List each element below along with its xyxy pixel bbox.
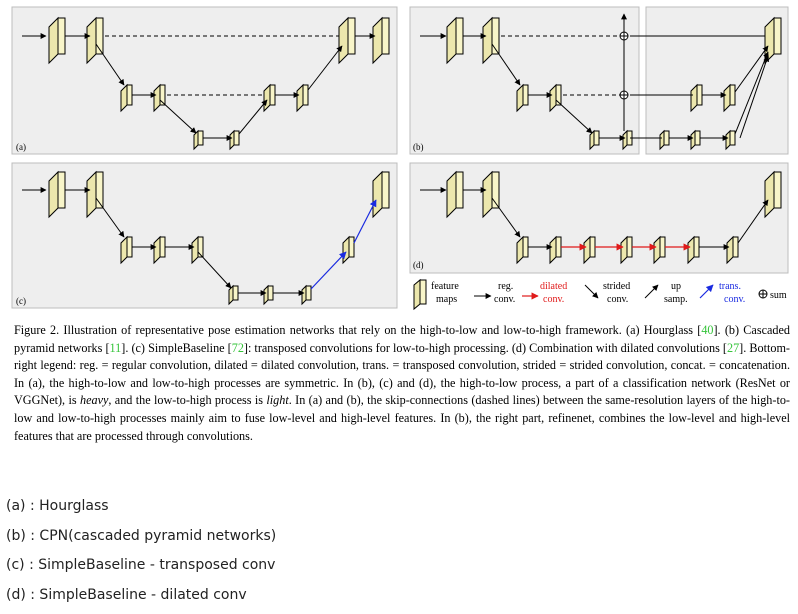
legend-dilated-label-1: dilated — [540, 281, 567, 292]
b-fm-2 — [482, 16, 500, 65]
d-up-9-10 — [737, 199, 769, 244]
c-fm-6 — [228, 284, 239, 306]
caption-text-2: ]. (b) Cascaded pyramid networks [ — [14, 323, 790, 355]
a-up-8-9 — [307, 45, 343, 91]
c-trans-9-10 — [353, 199, 377, 244]
legend-trans-conv-arrow — [699, 284, 714, 299]
b-fm-3 — [516, 83, 529, 113]
b-fm-4 — [549, 83, 562, 113]
legend-up-label-2: samp. — [664, 294, 688, 305]
citation-simplebaseline[interactable]: 72 — [231, 340, 244, 355]
a-fm-10 — [372, 16, 390, 65]
caption-text-3: ]. (c) SimpleBaseline [ — [121, 340, 232, 355]
c-fm-5 — [191, 235, 204, 265]
c-fm-1 — [48, 170, 66, 219]
b-up-extra — [739, 55, 770, 139]
d-strided-2-3 — [491, 197, 521, 238]
legend-reg-label-2: conv. — [494, 294, 515, 305]
c-strided-5-6 — [197, 251, 232, 289]
caption-text-5: ]. Bottom-right legend: reg. = regular c… — [14, 340, 790, 408]
b-fm-1 — [446, 16, 464, 65]
b-up-11-concat — [734, 45, 769, 93]
legend-strided-label-1: strided — [603, 281, 630, 292]
note-cpn: (b) : CPN(cascaded pyramid networks) — [6, 527, 277, 544]
panel-d-label: (d) — [413, 260, 424, 270]
a-strided-2-3 — [95, 43, 125, 86]
note-simplebaseline-transposed: (c) : SimpleBaseline - transposed conv — [6, 557, 276, 574]
legend: feature maps reg. conv. dilated conv. st… — [413, 278, 787, 311]
legend-reg-label-1: reg. — [498, 281, 513, 292]
legend-dilated-label-2: conv. — [543, 294, 564, 305]
feature-map-layer — [22, 13, 782, 306]
b-fm-10 — [690, 83, 703, 113]
citation-hourglass[interactable]: 40 — [701, 323, 714, 337]
panel-c-background — [11, 162, 398, 309]
notes-list: (a) : Hourglass (b) : CPN(cascaded pyram… — [6, 496, 276, 614]
a-fm-3 — [120, 83, 133, 113]
c-trans-8-9 — [310, 251, 347, 290]
panel-b-label: (b) — [413, 142, 424, 152]
citation-dilated[interactable]: 27 — [726, 340, 740, 355]
panel-b-left-background — [409, 6, 640, 155]
panel-a-background — [11, 6, 398, 155]
d-fm-4 — [549, 235, 562, 265]
c-fm-2 — [86, 170, 104, 219]
citation-cpn[interactable]: 11 — [109, 340, 122, 355]
caption-emphasis-heavy: heavy — [79, 393, 109, 408]
legend-strided-label-2: conv. — [607, 294, 628, 305]
note-hourglass: (a) : Hourglass — [6, 498, 109, 514]
panel-d-background — [409, 162, 789, 274]
legend-sum-icon — [758, 289, 768, 299]
panel-b-right-background — [645, 6, 789, 155]
panel-c-label: (c) — [16, 296, 26, 306]
d-fm-2 — [482, 170, 500, 219]
panel-a-label: (a) — [16, 142, 26, 152]
legend-trans-label-2: conv. — [724, 294, 745, 305]
b-strided-4-5 — [555, 99, 593, 134]
legend-strided-conv-arrow — [584, 284, 599, 299]
caption-text-1: Figure 2. Illustration of representative… — [14, 323, 702, 337]
caption-text-4: ]: transposed convolutions for low-to-hi… — [243, 340, 727, 355]
b-up-9-concat — [734, 51, 769, 135]
figure-caption: Figure 2. Illustration of representative… — [14, 322, 790, 445]
legend-feature-label-1: feature — [431, 281, 459, 292]
b-strided-2-3 — [491, 43, 521, 86]
legend-up-label-1: up — [671, 281, 681, 292]
a-fm-2 — [86, 16, 104, 65]
a-strided-4-5 — [159, 99, 197, 134]
b-fm-11 — [723, 83, 736, 113]
legend-sum-label: sum — [770, 290, 787, 301]
caption-emphasis-light: light — [266, 393, 289, 408]
a-fm-8 — [296, 83, 309, 113]
a-fm-4 — [153, 83, 166, 113]
d-fm-9 — [726, 235, 739, 265]
caption-text-6: , and the low-to-high process is — [108, 393, 267, 408]
architecture-figure: (a) (b) (c) (d) feature maps reg. conv. … — [11, 6, 789, 311]
legend-up-samp-arrow — [644, 284, 659, 299]
legend-trans-label-1: trans. — [719, 281, 741, 292]
a-up-6-7 — [238, 99, 268, 135]
legend-feature-map-icon — [413, 278, 427, 311]
c-strided-2-3 — [95, 197, 125, 238]
note-simplebaseline-dilated: (d) : SimpleBaseline - dilated conv — [6, 586, 247, 603]
caption-text-7: . In (a) and (b), the skip-connections (… — [14, 393, 790, 443]
legend-feature-label-2: maps — [436, 294, 457, 305]
c-fm-4 — [153, 235, 166, 265]
